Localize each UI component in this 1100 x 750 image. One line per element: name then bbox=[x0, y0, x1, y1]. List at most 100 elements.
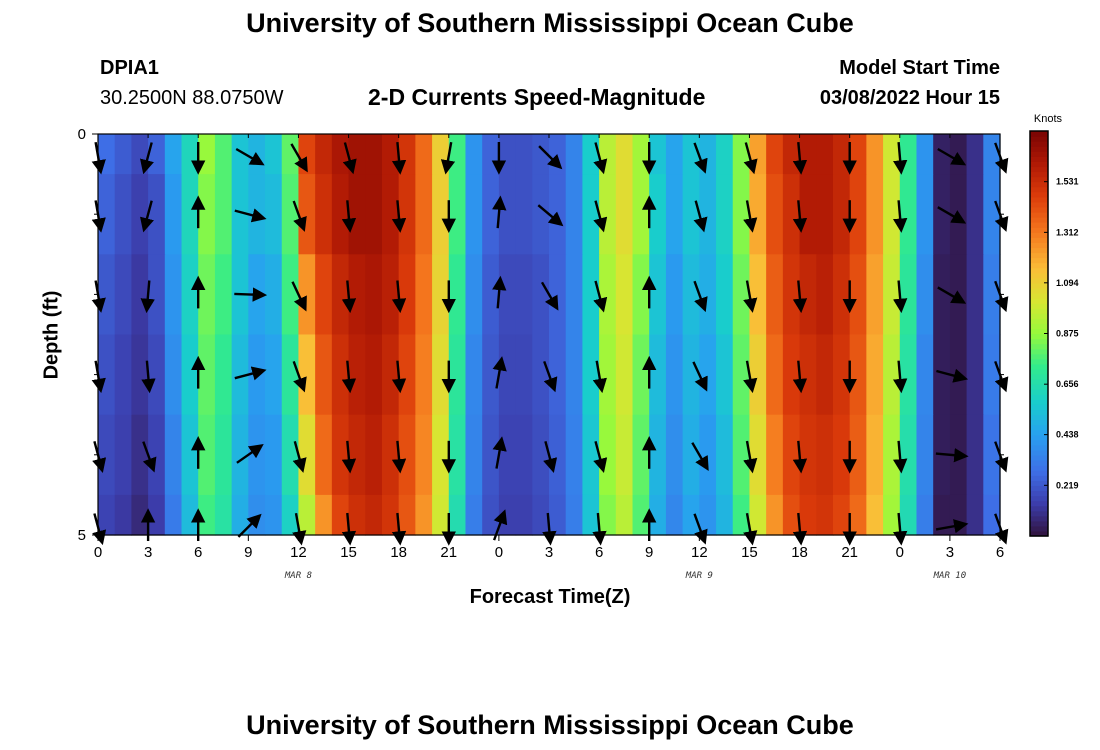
heatmap-cell bbox=[231, 494, 249, 536]
colorbar-segment bbox=[1030, 313, 1048, 319]
heatmap-cell bbox=[214, 134, 233, 175]
heatmap-cell bbox=[532, 414, 550, 496]
colorbar-segment bbox=[1030, 419, 1048, 426]
heatmap-cell bbox=[448, 414, 467, 496]
heatmap-cell bbox=[782, 134, 801, 175]
heatmap-cell bbox=[164, 254, 183, 336]
x-tick-label: 9 bbox=[645, 544, 653, 561]
heatmap-cell bbox=[381, 134, 400, 175]
heatmap-cell bbox=[849, 174, 867, 255]
heatmap-cell bbox=[114, 414, 132, 496]
heatmap-cell bbox=[632, 334, 650, 416]
heatmap-cell bbox=[498, 174, 517, 255]
model-start-value: 03/08/2022 Hour 15 bbox=[819, 87, 1000, 109]
footer-title: University of Southern Mississippi Ocean… bbox=[246, 710, 854, 740]
current-arrow bbox=[692, 361, 708, 392]
heatmap-cell bbox=[816, 134, 834, 175]
heatmap-cell bbox=[665, 254, 684, 336]
heatmap-cell bbox=[265, 134, 283, 175]
heatmap-cell bbox=[98, 414, 116, 496]
heatmap-cell bbox=[665, 134, 684, 175]
model-start-label: Model Start Time bbox=[839, 57, 1000, 79]
current-arrow bbox=[234, 366, 267, 381]
heatmap-cell bbox=[348, 174, 366, 255]
heatmap-cell bbox=[933, 334, 951, 416]
heatmap-cell bbox=[231, 134, 249, 175]
current-arrow bbox=[234, 287, 268, 302]
colorbar-segment bbox=[1030, 277, 1048, 284]
heatmap-cell bbox=[214, 174, 233, 255]
heatmap-cell bbox=[699, 334, 717, 416]
current-arrow bbox=[792, 440, 808, 474]
current-arrow bbox=[391, 512, 407, 546]
x-tick-label: 0 bbox=[896, 544, 904, 561]
heatmap-cell bbox=[565, 174, 583, 255]
colorbar-tick-label: 1.531 bbox=[1056, 177, 1079, 187]
heatmap-cell bbox=[181, 174, 199, 255]
colorbar-segment bbox=[1030, 308, 1048, 314]
heatmap-cell bbox=[298, 134, 316, 175]
heatmap-cell bbox=[532, 174, 550, 255]
heatmap-cell bbox=[916, 174, 934, 255]
heatmap-cell bbox=[899, 494, 918, 536]
colorbar-segment bbox=[1030, 136, 1048, 142]
heatmap-cell bbox=[415, 414, 433, 496]
heatmap-cell bbox=[699, 254, 717, 336]
heatmap-cell bbox=[732, 414, 751, 496]
heatmap-cell bbox=[649, 414, 667, 496]
colorbar-segment bbox=[1030, 363, 1048, 370]
heatmap-cell bbox=[649, 134, 667, 175]
current-arrow bbox=[743, 142, 758, 175]
heatmap-cell bbox=[465, 494, 483, 536]
current-arrow bbox=[140, 142, 154, 175]
heatmap-cell bbox=[716, 414, 734, 496]
heatmap-cell bbox=[214, 494, 233, 536]
heatmap-cell bbox=[114, 134, 132, 175]
heatmap-cell bbox=[465, 334, 483, 416]
heatmap-cell bbox=[899, 174, 918, 255]
heatmap-cell bbox=[832, 174, 851, 255]
heatmap-cell bbox=[766, 254, 784, 336]
colorbar-segment bbox=[1030, 151, 1048, 157]
heatmap-cell bbox=[916, 134, 934, 175]
current-arrow bbox=[693, 280, 708, 313]
heatmap-cell bbox=[565, 134, 583, 175]
heatmap-cell bbox=[966, 494, 984, 536]
heatmap-cell bbox=[315, 254, 333, 336]
heatmap-cell bbox=[883, 134, 901, 175]
colorbar-segment bbox=[1030, 490, 1048, 497]
heatmap-cell bbox=[782, 334, 801, 416]
current-arrow bbox=[693, 513, 708, 545]
y-tick-label: 5 bbox=[78, 527, 86, 544]
heatmap-cell bbox=[231, 334, 249, 416]
heatmap-cell bbox=[883, 334, 901, 416]
current-arrow bbox=[893, 280, 908, 314]
colorbar-segment bbox=[1030, 257, 1048, 264]
colorbar-segment bbox=[1030, 505, 1048, 512]
colorbar-segment bbox=[1030, 206, 1048, 213]
colorbar-tick-label: 1.094 bbox=[1056, 278, 1079, 288]
current-arrow bbox=[492, 356, 507, 389]
heatmap-cell bbox=[315, 334, 333, 416]
x-tick-label: 0 bbox=[94, 544, 102, 561]
current-arrow bbox=[292, 360, 307, 393]
heatmap-cell bbox=[465, 414, 483, 496]
current-arrow bbox=[792, 200, 808, 233]
heatmap-cell bbox=[615, 334, 634, 416]
heatmap-cell bbox=[766, 414, 784, 496]
heatmap-cell bbox=[415, 134, 433, 175]
colorbar-segment bbox=[1030, 515, 1048, 522]
colorbar-segment bbox=[1030, 191, 1048, 198]
heatmap-cell bbox=[782, 494, 801, 536]
heatmap-cell bbox=[716, 134, 734, 175]
current-arrow bbox=[291, 281, 307, 312]
heatmap-cell bbox=[398, 134, 416, 175]
heatmap-cell bbox=[498, 254, 517, 336]
heatmap-cell bbox=[732, 334, 751, 416]
current-arrow bbox=[743, 440, 758, 474]
current-arrow bbox=[492, 509, 508, 541]
current-arrow bbox=[237, 513, 262, 538]
heatmap-cell bbox=[448, 174, 467, 255]
colorbar-segment bbox=[1030, 217, 1048, 223]
